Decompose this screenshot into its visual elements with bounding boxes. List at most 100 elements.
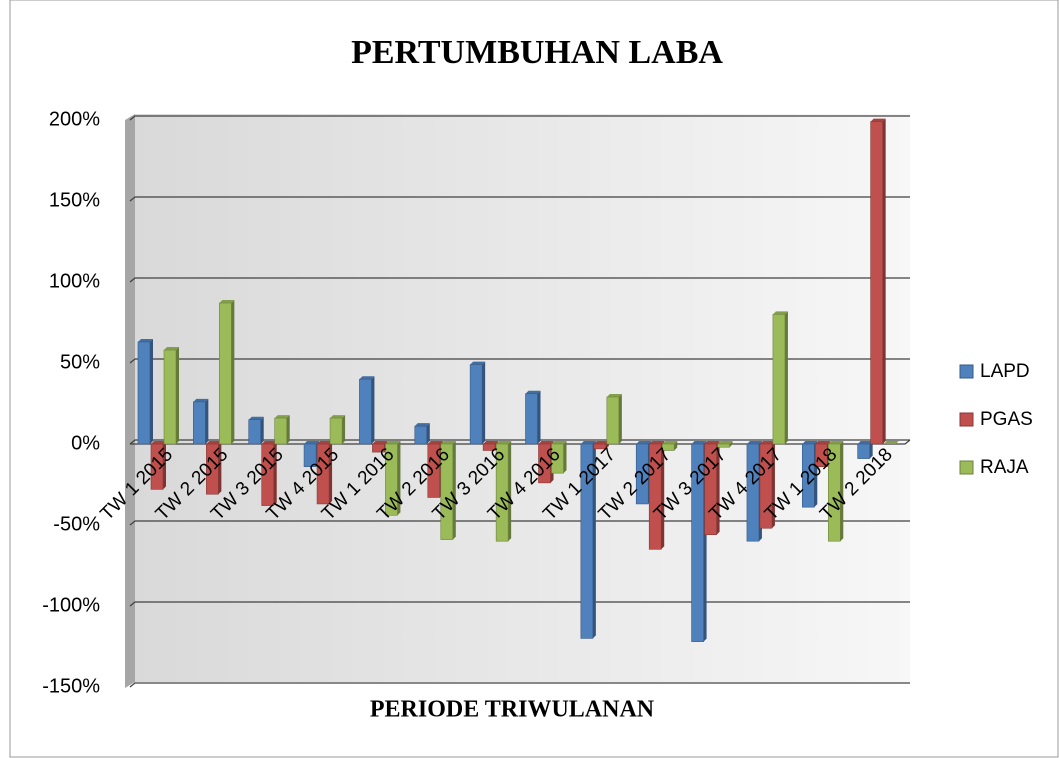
bar-side	[452, 441, 456, 540]
bar	[661, 443, 675, 451]
bar	[372, 443, 385, 453]
bar-top	[385, 441, 401, 444]
bar	[814, 443, 828, 467]
bar-side	[260, 416, 264, 444]
bar	[150, 443, 164, 490]
bar-side	[218, 441, 222, 495]
bar-top	[772, 311, 788, 315]
grid-line	[129, 277, 910, 283]
grid-line	[129, 196, 910, 202]
grid-line	[129, 115, 910, 121]
bar	[717, 443, 730, 448]
bar-side	[729, 441, 733, 448]
bar-top	[525, 390, 541, 394]
bar-top	[717, 441, 733, 444]
bar-top	[828, 441, 844, 444]
bar-top	[317, 441, 333, 444]
bar-side	[563, 441, 567, 474]
bar	[551, 443, 564, 474]
bar-top	[372, 441, 388, 444]
bar-top	[870, 118, 886, 122]
bar-top	[538, 441, 554, 444]
bar	[329, 417, 343, 445]
legend-label: LAPD	[980, 361, 1030, 382]
bar	[525, 393, 538, 445]
bar-top	[483, 441, 499, 444]
bar	[219, 302, 232, 445]
bar-top	[414, 423, 430, 427]
bar-side	[342, 415, 346, 444]
bar-top	[151, 441, 166, 444]
bar-top	[206, 441, 222, 444]
bar-top	[815, 441, 831, 444]
legend-label: RAJA	[980, 457, 1029, 478]
bar	[385, 443, 398, 516]
bar	[274, 417, 288, 445]
grid-line	[129, 682, 910, 688]
bar	[482, 443, 496, 451]
bar	[704, 443, 717, 536]
bar	[163, 349, 177, 445]
bar	[427, 443, 441, 498]
bar-side	[205, 398, 209, 444]
bar	[440, 443, 454, 540]
y-tick-label: 150%	[49, 189, 100, 211]
bar-top	[857, 441, 873, 444]
bar	[857, 443, 870, 459]
bar	[193, 401, 206, 445]
bar-top	[274, 415, 290, 419]
bar-top	[802, 441, 818, 444]
bar-side	[273, 441, 277, 506]
frame	[9, 0, 1059, 758]
bar-top	[883, 441, 899, 444]
bar-top	[427, 441, 443, 444]
bar	[316, 443, 330, 505]
bar-side	[286, 415, 290, 444]
bar-top	[662, 441, 678, 444]
bar-top	[440, 441, 456, 444]
bar-side	[869, 441, 873, 459]
bar-side	[397, 441, 401, 516]
bar	[801, 443, 815, 508]
x-axis-title: PERIODE TRIWULANAN	[370, 697, 655, 723]
bar-top	[704, 441, 720, 444]
bar-top	[193, 398, 209, 402]
bar-side	[508, 441, 512, 542]
bar-side	[674, 441, 678, 451]
bar	[746, 443, 760, 542]
bar	[414, 425, 428, 445]
grid-line	[129, 439, 910, 445]
bar	[606, 396, 620, 445]
bar-side	[176, 347, 179, 444]
bar-top	[636, 441, 652, 444]
bar-top	[470, 361, 486, 365]
y-tick-label: 100%	[49, 270, 100, 292]
bar-top	[746, 441, 762, 444]
bar	[759, 443, 773, 529]
bar-side	[537, 390, 541, 444]
legend-swatch	[959, 364, 974, 379]
bar-top	[164, 347, 179, 351]
bar	[772, 314, 786, 445]
bar	[206, 443, 219, 495]
bar-side	[661, 441, 665, 550]
bar-side	[329, 441, 333, 504]
bar	[248, 419, 262, 445]
y-tick-label: 0%	[71, 432, 100, 454]
grid-line	[129, 601, 910, 607]
bar-top	[593, 441, 609, 444]
bar-side	[618, 394, 622, 444]
bar-side	[426, 423, 430, 444]
grid-line	[129, 358, 910, 364]
bar	[261, 443, 275, 506]
bar-top	[248, 416, 264, 420]
y-tick-label: -150%	[42, 675, 100, 697]
bar	[359, 378, 372, 445]
legend-swatch	[959, 412, 974, 427]
bar	[303, 443, 317, 467]
y-tick-label: -100%	[42, 594, 100, 616]
bar-top	[691, 441, 707, 444]
bar-top	[580, 441, 596, 444]
bar-top	[261, 441, 277, 444]
